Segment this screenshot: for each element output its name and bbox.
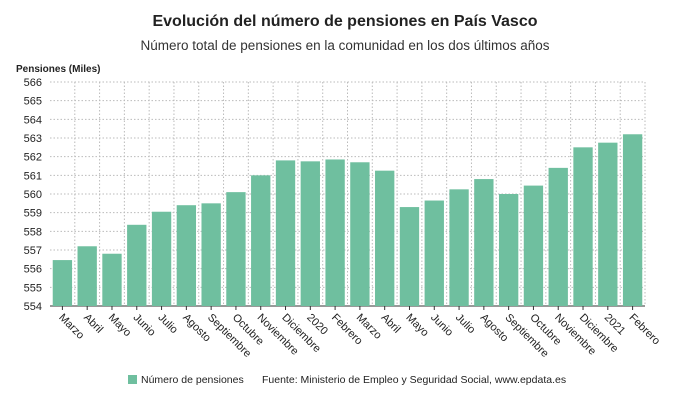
bar xyxy=(176,205,197,306)
bar xyxy=(523,185,544,306)
x-tick-label: Febrero xyxy=(626,312,662,348)
bar xyxy=(598,142,618,306)
y-tick-label: 554 xyxy=(24,301,42,313)
bar xyxy=(350,162,370,306)
bar xyxy=(127,224,147,306)
bar xyxy=(474,179,494,306)
bar xyxy=(251,175,271,306)
x-tick-label: Marzo xyxy=(56,312,86,342)
x-tick-label: Mayo xyxy=(106,312,134,340)
y-tick-label: 564 xyxy=(24,114,42,126)
source: Fuente: Ministerio de Empleo y Seguridad… xyxy=(262,374,566,386)
x-tick-label: Junio xyxy=(131,312,158,339)
bar xyxy=(201,203,221,306)
x-tick-label: Julio xyxy=(453,312,477,336)
y-tick-label: 555 xyxy=(24,282,42,294)
bar xyxy=(498,194,519,306)
chart-title: Evolución del número de pensiones en Paí… xyxy=(152,13,537,30)
bar xyxy=(424,200,444,306)
y-tick-label: 566 xyxy=(24,77,42,89)
y-tick-label: 559 xyxy=(24,208,42,220)
bar xyxy=(573,147,593,306)
x-tick-label: Mayo xyxy=(403,312,431,340)
x-tick-label: Junio xyxy=(428,312,455,339)
bar xyxy=(325,159,345,306)
y-tick-label: 562 xyxy=(24,152,42,164)
bar xyxy=(102,253,122,306)
y-tick-label: 560 xyxy=(24,189,42,201)
bar xyxy=(226,192,246,306)
bar xyxy=(449,189,469,306)
bar xyxy=(375,170,395,306)
bar xyxy=(399,207,420,306)
legend-swatch xyxy=(128,375,137,384)
y-tick-label: 557 xyxy=(24,245,42,257)
y-tick-label: 558 xyxy=(24,226,42,238)
legend-label: Número de pensiones xyxy=(141,374,244,386)
bar xyxy=(77,246,97,306)
bar xyxy=(52,260,73,306)
chart-subtitle: Número total de pensiones en la comunida… xyxy=(141,38,550,53)
bar xyxy=(622,134,643,306)
bar xyxy=(548,167,568,306)
bar xyxy=(275,160,296,306)
bar xyxy=(151,211,172,306)
y-tick-label: 556 xyxy=(24,264,42,276)
y-tick-label: 565 xyxy=(24,96,42,108)
y-axis-label: Pensiones (Miles) xyxy=(16,64,100,75)
bar xyxy=(300,161,320,306)
y-tick-label: 561 xyxy=(24,170,42,182)
y-tick-label: 563 xyxy=(24,133,42,145)
x-tick-label: Julio xyxy=(155,312,179,336)
